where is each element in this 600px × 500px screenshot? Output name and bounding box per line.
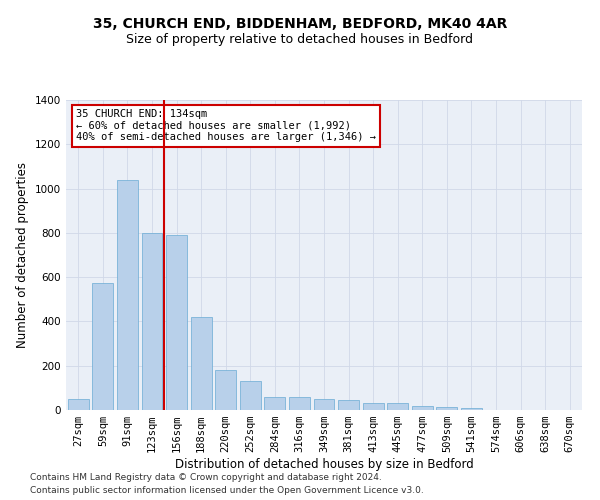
Text: Size of property relative to detached houses in Bedford: Size of property relative to detached ho…: [127, 32, 473, 46]
Bar: [68, 399, 89, 410]
Bar: [338, 400, 359, 410]
Bar: [362, 404, 383, 410]
Bar: [265, 396, 286, 410]
Bar: [142, 233, 163, 410]
Bar: [387, 404, 408, 410]
Bar: [240, 381, 261, 410]
Text: 35, CHURCH END, BIDDENHAM, BEDFORD, MK40 4AR: 35, CHURCH END, BIDDENHAM, BEDFORD, MK40…: [93, 18, 507, 32]
Bar: [191, 317, 212, 410]
Bar: [436, 406, 457, 410]
Bar: [117, 180, 138, 410]
Bar: [166, 235, 187, 410]
Y-axis label: Number of detached properties: Number of detached properties: [16, 162, 29, 348]
Bar: [289, 396, 310, 410]
Bar: [215, 370, 236, 410]
X-axis label: Distribution of detached houses by size in Bedford: Distribution of detached houses by size …: [175, 458, 473, 471]
Bar: [412, 406, 433, 410]
Bar: [314, 399, 334, 410]
Bar: [92, 282, 113, 410]
Bar: [461, 408, 482, 410]
Text: Contains HM Land Registry data © Crown copyright and database right 2024.: Contains HM Land Registry data © Crown c…: [30, 474, 382, 482]
Text: 35 CHURCH END: 134sqm
← 60% of detached houses are smaller (1,992)
40% of semi-d: 35 CHURCH END: 134sqm ← 60% of detached …: [76, 110, 376, 142]
Text: Contains public sector information licensed under the Open Government Licence v3: Contains public sector information licen…: [30, 486, 424, 495]
